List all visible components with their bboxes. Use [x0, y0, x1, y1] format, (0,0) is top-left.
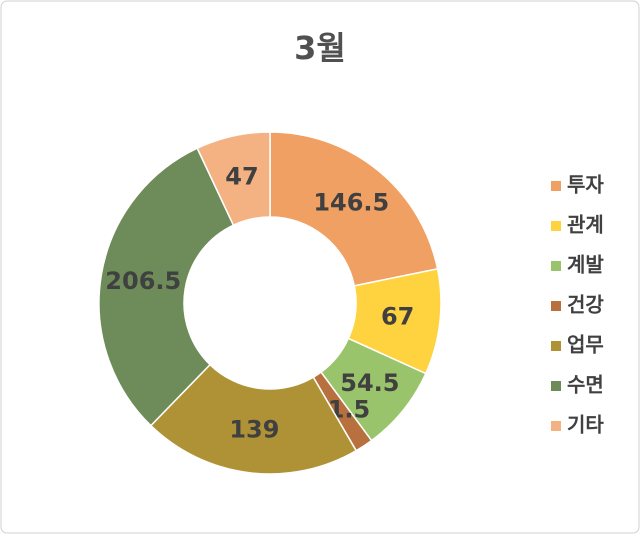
donut-slice — [269, 131, 439, 287]
legend-label: 기타 — [567, 413, 604, 437]
data-label: 67 — [381, 302, 414, 330]
legend-swatch — [551, 181, 561, 191]
legend-label: 건강 — [567, 293, 604, 317]
legend-swatch — [551, 301, 561, 311]
donut-slice — [98, 147, 235, 427]
legend-label: 관계 — [567, 213, 604, 237]
legend-label: 업무 — [567, 333, 604, 357]
data-label: 146.5 — [313, 188, 389, 216]
legend-label: 계발 — [567, 253, 604, 277]
donut-slice — [196, 131, 271, 227]
legend-swatch — [551, 381, 561, 391]
legend-label: 수면 — [567, 373, 604, 397]
legend-label: 투자 — [567, 173, 604, 197]
data-label: 206.5 — [105, 267, 181, 295]
legend-swatch — [551, 421, 561, 431]
donut-slice — [149, 363, 358, 475]
legend-swatch — [551, 261, 561, 271]
chart-title: 3월 — [294, 29, 346, 67]
legend-swatch — [551, 341, 561, 351]
data-label: 47 — [225, 163, 258, 191]
data-label: 139 — [229, 416, 279, 444]
legend-swatch — [551, 221, 561, 231]
data-label: 54.5 — [340, 369, 399, 397]
